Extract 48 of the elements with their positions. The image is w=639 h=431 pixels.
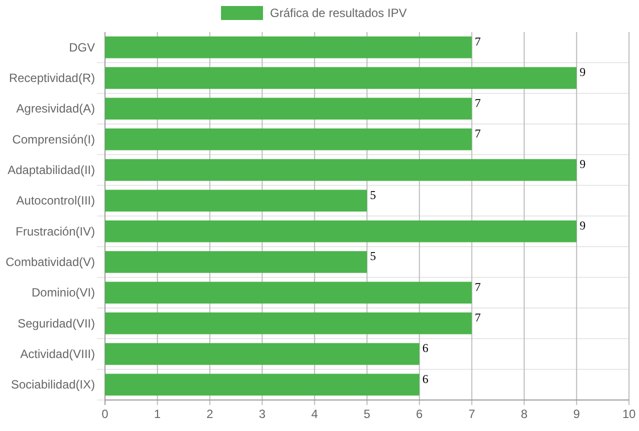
bar — [105, 374, 420, 396]
y-tick-label: Frustración(IV) — [16, 224, 95, 238]
x-tick-label: 7 — [468, 407, 476, 421]
data-label: 7 — [474, 280, 481, 294]
x-tick-label: 0 — [102, 407, 109, 421]
data-label: 7 — [474, 310, 481, 324]
bar — [105, 159, 577, 181]
x-tick-label: 10 — [622, 407, 636, 421]
data-label: 5 — [370, 188, 376, 202]
data-label: 7 — [474, 96, 481, 110]
x-tick-label: 1 — [154, 407, 162, 421]
x-tick-label: 8 — [520, 407, 528, 421]
y-tick-label: Combatividad(V) — [6, 255, 95, 269]
bar — [105, 98, 472, 120]
y-tick-label: Adaptabilidad(II) — [8, 163, 95, 177]
data-label: 9 — [580, 157, 586, 172]
data-label: 7 — [474, 34, 481, 48]
y-tick-label: Autocontrol(III) — [16, 194, 95, 208]
bar — [105, 282, 472, 304]
x-tick-label: 5 — [364, 407, 371, 421]
y-tick-label: Dominio(VI) — [32, 286, 95, 300]
y-tick-label: Actividad(VIII) — [20, 347, 95, 361]
bar — [105, 128, 472, 150]
x-tick-label: 6 — [416, 407, 424, 421]
y-tick-label: Agresividad(A) — [16, 102, 95, 116]
data-label: 9 — [580, 218, 586, 232]
data-label: 6 — [422, 341, 428, 356]
y-tick-label: Comprensión(I) — [12, 132, 95, 146]
bar — [105, 67, 577, 89]
data-label: 9 — [580, 65, 586, 80]
bar — [105, 312, 472, 334]
x-tick-label: 3 — [258, 407, 266, 421]
y-tick-label: Receptividad(R) — [8, 71, 95, 85]
bar — [105, 251, 367, 273]
data-label: 6 — [422, 372, 428, 386]
legend-label: Gráfica de resultados IPV — [270, 6, 407, 20]
x-tick-label: 2 — [206, 407, 214, 421]
y-tick-label: DGV — [68, 40, 95, 54]
bar — [105, 190, 367, 212]
data-label: 5 — [370, 249, 376, 264]
y-tick-label: Seguridad(VII) — [18, 316, 95, 330]
bar — [105, 220, 577, 242]
x-tick-label: 9 — [573, 407, 580, 421]
y-tick-label: Sociabilidad(IX) — [10, 378, 95, 392]
data-label: 7 — [474, 126, 481, 140]
bar — [105, 36, 472, 58]
x-tick-label: 4 — [311, 407, 318, 421]
bar — [105, 343, 420, 365]
